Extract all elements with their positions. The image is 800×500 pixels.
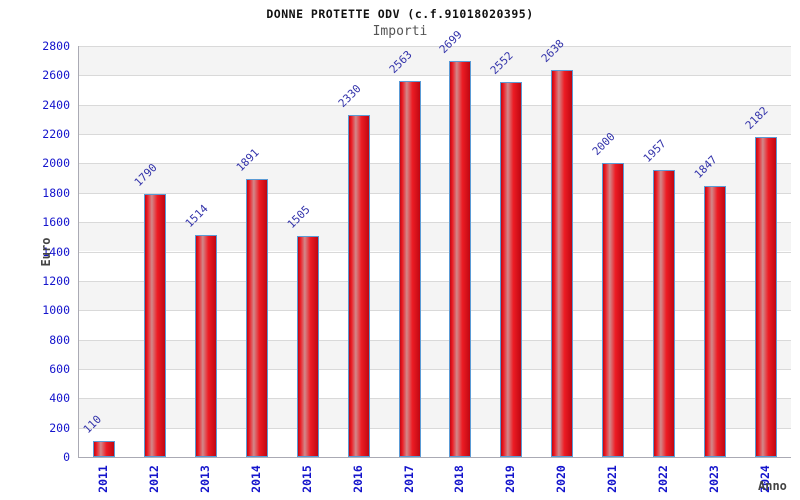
- bar-2020: [551, 69, 574, 457]
- bar-2015: [296, 236, 319, 457]
- bar-2011: [93, 440, 116, 457]
- plot-band: [79, 310, 791, 340]
- y-tick-label: 0: [63, 450, 70, 464]
- y-tick-label: 400: [49, 391, 70, 406]
- y-tick-label: 2400: [42, 97, 70, 112]
- x-tick-label: 2019: [503, 465, 518, 493]
- x-tick-label: 2017: [401, 465, 416, 493]
- y-tick-label: 800: [49, 332, 70, 347]
- plot-band: [79, 368, 791, 399]
- x-tick-label: 2012: [147, 465, 162, 493]
- bar-2016: [347, 114, 370, 457]
- bar-2022: [652, 169, 675, 457]
- y-tick-label: 1200: [42, 273, 70, 288]
- gridline: [79, 251, 791, 253]
- plot-band: [79, 222, 791, 252]
- gridline: [79, 104, 791, 106]
- gridline: [79, 398, 791, 400]
- plot-band: [79, 75, 791, 105]
- y-tick-label: 2800: [42, 39, 70, 53]
- x-tick-label: 2022: [655, 465, 670, 493]
- x-tick-label: 2015: [299, 465, 314, 493]
- y-axis-title: Euro: [39, 237, 53, 266]
- gridline: [79, 46, 791, 47]
- y-tick-label: 600: [49, 361, 70, 376]
- plot-band: [79, 163, 791, 193]
- x-tick-label: 2011: [96, 465, 111, 493]
- x-tick-label: 2016: [350, 465, 365, 493]
- plot-band: [79, 398, 791, 428]
- plot-area: [78, 46, 791, 458]
- gridline: [79, 75, 791, 77]
- x-tick-label: 2013: [198, 465, 213, 493]
- bar-2014: [246, 179, 268, 457]
- x-tick-label: 2023: [706, 465, 721, 493]
- x-tick-label: 2018: [452, 465, 467, 493]
- gridline: [79, 222, 791, 224]
- bar-2023: [703, 185, 726, 457]
- chart-subtitle: Importi: [372, 24, 428, 39]
- plot-band: [79, 251, 791, 281]
- gridline: [79, 427, 791, 429]
- bar-2013: [195, 234, 218, 457]
- y-tick-label: 1600: [42, 215, 70, 230]
- bar-2012: [144, 194, 167, 457]
- bar-2021: [602, 163, 624, 457]
- y-tick-label: 1800: [42, 185, 70, 200]
- gridline: [79, 134, 791, 136]
- gridline: [79, 163, 791, 165]
- y-tick-label: 200: [49, 420, 70, 435]
- y-tick-label: 2600: [42, 68, 70, 83]
- gridline: [79, 310, 791, 312]
- plot-band: [79, 280, 791, 311]
- gridline: [79, 280, 791, 282]
- y-tick-label: 1000: [42, 303, 70, 318]
- plot-band: [79, 134, 791, 164]
- gridline: [79, 339, 791, 341]
- y-tick-label: 1400: [42, 244, 70, 259]
- bar-2017: [398, 80, 421, 457]
- chart-title: DONNE PROTETTE ODV (c.f.91018020395): [266, 7, 534, 21]
- y-tick-label: 2200: [42, 127, 70, 142]
- plot-band: [79, 339, 791, 369]
- bar-2018: [449, 60, 472, 457]
- x-tick-label: 2020: [554, 465, 569, 493]
- plot-band: [79, 104, 791, 135]
- x-axis-title: Anno: [758, 479, 787, 493]
- gridline: [79, 192, 791, 194]
- bar-2024: [754, 136, 777, 457]
- y-tick-label: 2000: [42, 156, 70, 171]
- plot-band: [79, 427, 791, 457]
- gridline: [79, 368, 791, 370]
- x-tick-label: 2021: [605, 465, 619, 493]
- x-tick-label: 2014: [249, 465, 263, 493]
- bar-2019: [500, 82, 523, 457]
- plot-band: [79, 46, 791, 76]
